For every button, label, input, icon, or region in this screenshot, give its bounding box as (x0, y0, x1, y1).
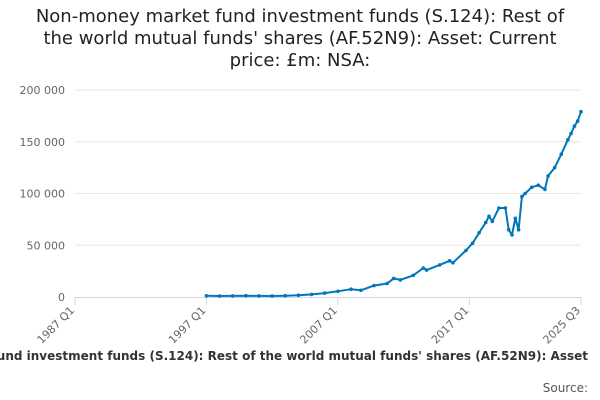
data-point (231, 294, 235, 298)
data-point (514, 217, 518, 221)
data-point (257, 294, 261, 298)
y-axis: 0 50 000 100 000 150 000 200 000 (20, 84, 66, 304)
data-point (297, 293, 301, 297)
data-point (205, 294, 209, 298)
data-point (471, 241, 475, 245)
y-tick-label: 0 (58, 291, 65, 304)
data-point (576, 119, 580, 123)
data-point (504, 206, 508, 210)
data-point (560, 152, 564, 156)
x-tick-label: 1997 Q1 (166, 304, 209, 347)
data-point (484, 221, 488, 225)
x-axis-labels: 1987 Q1 1997 Q1 2007 Q1 2017 Q1 2025 Q3 (35, 304, 584, 347)
data-point (372, 284, 376, 288)
data-point (530, 186, 534, 190)
source-label: Source: (543, 381, 588, 395)
data-point (244, 294, 248, 298)
data-point (507, 228, 511, 232)
y-tick-label: 50 000 (27, 239, 66, 252)
y-tick-label: 200 000 (20, 84, 66, 97)
data-point (310, 293, 314, 297)
data-point (497, 206, 501, 210)
x-tick-label: 2025 Q3 (541, 304, 584, 347)
data-point (218, 294, 222, 298)
data-point (349, 287, 353, 291)
data-point (517, 228, 521, 232)
data-point (448, 259, 452, 263)
data-point (284, 294, 288, 298)
x-tick-label: 2017 Q1 (429, 304, 472, 347)
x-axis (75, 297, 581, 305)
data-point (422, 266, 426, 270)
data-point (336, 290, 340, 294)
data-point (477, 231, 481, 235)
data-point (392, 277, 396, 281)
data-point (491, 220, 495, 224)
data-point (359, 289, 363, 293)
data-point (523, 192, 527, 196)
series-line (206, 112, 581, 296)
data-point (425, 268, 429, 272)
data-point (569, 132, 573, 136)
data-point (438, 263, 442, 267)
data-point (553, 166, 557, 170)
grid-lines (75, 90, 581, 245)
data-point (573, 124, 577, 128)
data-point (399, 278, 403, 282)
data-point (566, 138, 570, 142)
data-point (464, 249, 468, 253)
data-point (412, 274, 416, 278)
data-point (579, 110, 583, 114)
y-tick-label: 100 000 (20, 188, 66, 201)
data-point (487, 215, 491, 219)
series-group (205, 110, 583, 298)
data-point (510, 233, 514, 237)
x-tick-label: 1987 Q1 (35, 304, 78, 347)
data-point (451, 261, 455, 265)
data-point (385, 282, 389, 286)
data-point (270, 294, 274, 298)
data-point (546, 174, 550, 178)
y-tick-label: 150 000 (20, 136, 66, 149)
data-point (543, 188, 547, 192)
legend[interactable]: Non-money market fund investment funds (… (0, 349, 600, 369)
data-point (323, 291, 327, 295)
legend-item-label[interactable]: Non-money market fund investment funds (… (0, 349, 588, 363)
data-point (520, 195, 524, 199)
x-tick-label: 2007 Q1 (297, 304, 340, 347)
data-point (537, 183, 541, 187)
